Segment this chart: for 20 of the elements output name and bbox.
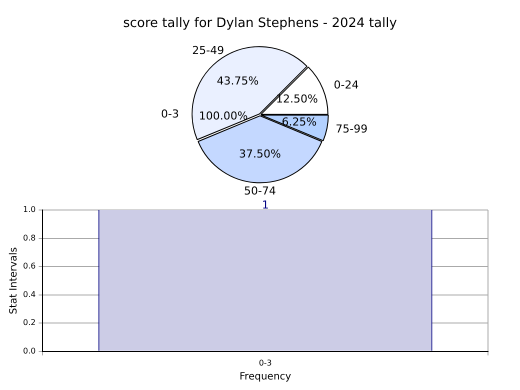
text: 0-3: [160, 108, 179, 121]
data-label: 37.50%: [239, 148, 281, 161]
data-label: 12.50%: [276, 92, 318, 106]
y-tick-label: 0.4: [22, 290, 36, 299]
y-tick-label: 0.0: [22, 346, 36, 356]
slice-label: 0-24: [334, 78, 359, 92]
y-tick-label: 0.8: [22, 233, 36, 242]
y-tick-label: 1.0: [22, 205, 36, 214]
slice-label: 25-49: [192, 44, 224, 57]
y-tick-label: 0.6: [22, 262, 36, 271]
y-axis-title: Stat Intervals: [8, 247, 20, 314]
chart-title: score tally for Dylan Stephens - 2024 tally: [123, 16, 398, 32]
x-axis-title: Frequency: [240, 372, 292, 383]
data-label: 1: [262, 198, 269, 212]
slice-label: 75-99: [336, 122, 368, 136]
data-label: 6.25%: [282, 115, 317, 128]
data-label: 43.75%: [216, 74, 259, 88]
y-tick-label: 0.2: [22, 318, 36, 328]
slice-label: 50-74: [244, 184, 276, 198]
text: 100.00%: [198, 110, 248, 123]
